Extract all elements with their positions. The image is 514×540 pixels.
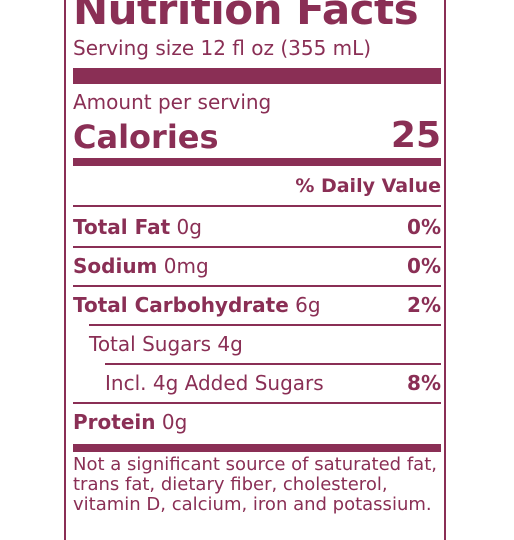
- nutrition-label-panel: [64, 0, 446, 540]
- rule: [89, 324, 441, 326]
- nutrient-percent: 2%: [407, 293, 441, 317]
- nutrient-name: Protein: [73, 410, 156, 434]
- nutrient-row-carbohydrate: Total Carbohydrate 6g 2%: [73, 286, 441, 324]
- medium-divider: [73, 158, 441, 166]
- nutrient-name: Total Carbohydrate: [73, 293, 289, 317]
- nutrient-row-total-sugars: Total Sugars 4g: [89, 325, 441, 363]
- nutrient-percent: 0%: [407, 215, 441, 239]
- calories-label: Calories: [73, 118, 219, 156]
- nutrient-name: Sodium: [73, 254, 158, 278]
- footnote: Not a significant source of saturated fa…: [73, 454, 437, 515]
- thick-divider-top: [73, 68, 441, 84]
- nutrient-amount: 6g: [288, 293, 321, 317]
- rule: [73, 246, 441, 248]
- thick-divider-bottom: [73, 444, 441, 452]
- calories-row: Calories 25: [73, 114, 441, 157]
- nutrient-row-total-fat: Total Fat 0g 0%: [73, 208, 441, 246]
- rule: [73, 285, 441, 287]
- nutrient-name: Total Fat: [73, 215, 171, 239]
- nutrient-percent: 8%: [407, 371, 441, 395]
- serving-size: Serving size 12 fl oz (355 mL): [73, 36, 372, 60]
- nutrient-amount: 0g: [155, 410, 188, 434]
- nutrient-row-protein: Protein 0g: [73, 403, 441, 441]
- calories-value: 25: [390, 115, 441, 156]
- nutrient-name: Total Sugars 4g: [89, 332, 243, 356]
- nutrient-row-added-sugars: Incl. 4g Added Sugars 8%: [105, 364, 441, 402]
- nutrient-name: Incl. 4g Added Sugars: [105, 371, 324, 395]
- nutrient-amount: 0mg: [157, 254, 209, 278]
- rule: [105, 363, 441, 365]
- daily-value-header: % Daily Value: [295, 175, 441, 197]
- nutrient-percent: 0%: [407, 254, 441, 278]
- rule: [73, 205, 441, 207]
- rule: [73, 402, 441, 404]
- nutrient-row-sodium: Sodium 0mg 0%: [73, 247, 441, 285]
- label-title: Nutrition Facts: [73, 0, 419, 34]
- amount-per-serving: Amount per serving: [73, 90, 272, 114]
- nutrient-amount: 0g: [170, 215, 202, 239]
